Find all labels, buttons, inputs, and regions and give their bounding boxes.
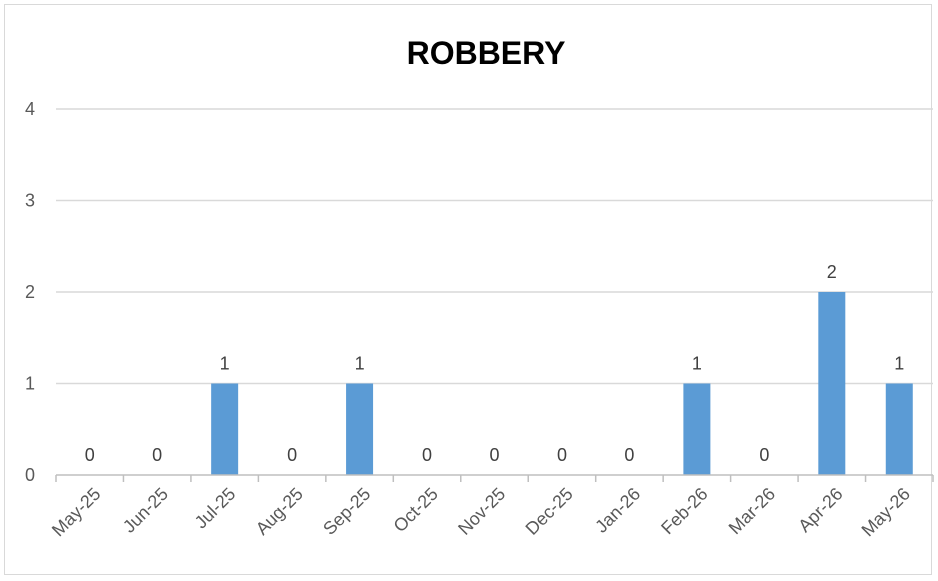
x-tick-label: May-25 [48,484,105,541]
data-label: 2 [827,262,837,282]
y-tick-label: 1 [25,374,35,394]
data-label: 1 [355,354,365,374]
y-tick-label: 0 [25,465,35,485]
x-tick-label: Mar-26 [725,484,779,538]
x-axis [55,474,934,482]
data-label: 1 [894,354,904,374]
data-label: 0 [557,445,567,465]
chart-title: ROBBERY [407,35,566,71]
x-tick-label: Jun-25 [119,484,172,537]
x-tick-label: Oct-25 [390,484,442,536]
x-tick-label: Nov-25 [454,484,509,539]
x-tick-label: Sep-25 [319,484,374,539]
chart-frame [4,4,932,575]
data-label: 0 [287,445,297,465]
x-axis-ticks: May-25 Jun-25 Jul-25 Aug-25 Sep-25 Oct-25 Nov-… [48,484,914,541]
x-tick-label: Jan-26 [591,484,644,537]
gridlines [56,108,933,385]
data-label: 0 [85,445,95,465]
data-label: 1 [692,354,702,374]
x-tick-label: Feb-26 [657,484,711,538]
x-tick-label: Aug-25 [252,484,307,539]
data-label: 1 [220,354,230,374]
data-labels: 0 0 1 0 1 0 0 0 0 1 0 2 1 [85,262,905,465]
bar [818,292,846,475]
y-tick-label: 3 [25,191,35,211]
x-tick-label: Jul-25 [191,484,240,533]
bar [211,383,239,475]
x-tick-label: Dec-25 [522,484,577,539]
y-tick-label: 2 [25,282,35,302]
x-tick-label: May-26 [858,484,915,541]
data-label: 0 [422,445,432,465]
bars [211,292,913,475]
data-label: 0 [624,445,634,465]
bar [885,383,913,475]
x-tick-label: Apr-26 [794,484,846,536]
y-axis-ticks: 0 1 2 3 4 [25,99,35,485]
data-label: 0 [759,445,769,465]
bar [346,383,374,475]
data-label: 0 [152,445,162,465]
y-tick-label: 4 [25,99,35,119]
data-label: 0 [489,445,499,465]
bar [683,383,711,475]
